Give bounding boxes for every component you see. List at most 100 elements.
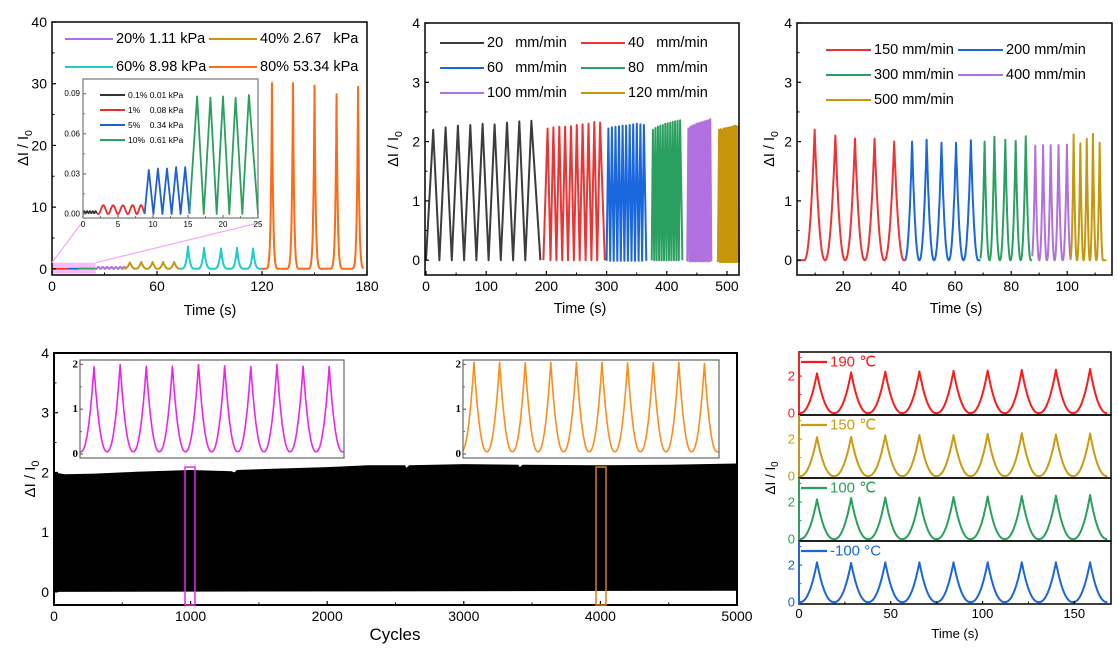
inset-background [463,360,719,458]
chart-speed-response-high: 20 40 60 80 100 0 1 2 3 4 150 mm/min 200 mm/min 300 … [762,15,1113,317]
x-tick-label: 120 [250,278,274,294]
y-axis-label: ΔI / I0 [762,131,781,167]
y-tick-label: 1 [456,403,462,415]
x-tick-label: 5000 [721,608,752,624]
series-line [798,368,1108,415]
zoom-connector-line [51,220,84,264]
series-line [542,121,606,262]
x-tick-label: 60 [947,278,963,294]
y-axis-label: ΔI / I0 [16,130,35,166]
legend-label: 40 mm/min [628,35,708,51]
y-tick-label: 1 [41,524,49,540]
series-line [686,118,713,263]
x-tick-label: 200 [535,278,559,294]
x-tick-label: 500 [715,278,739,294]
x-tick-label: 15 [184,220,193,229]
x-tick-label: 100 [972,606,994,621]
legend-label: 20% 1.11 kPa [116,31,206,47]
legend-label: 190 ℃ [830,354,876,371]
y-axis-label: ΔI / I0 [22,461,43,498]
inset-series-line [96,204,146,215]
cycling-signal-band [54,463,737,592]
series-line [798,432,1108,478]
y-tick-label: 2 [788,369,795,384]
y-tick-label: 4 [41,345,49,361]
zoom-highlight-box [184,466,196,606]
y-axis-label: ΔI / I0 [763,461,782,495]
x-tick-label: 5 [116,220,121,229]
x-tick-label: 1000 [175,608,206,624]
legend-label: 5% 0.34 kPa [128,120,184,130]
legend-label: 60 mm/min [487,60,567,76]
y-tick-label: 40 [31,14,47,30]
inset-low-pressure: 0 5 10 15 20 25 0.00 0.03 0.06 0.09 0.1% 0.01 kPa 1… [64,78,263,229]
x-tick-label: 0 [81,220,86,229]
y-tick-label: 0 [788,532,795,547]
series-line [650,119,684,262]
x-tick-label: 20 [835,278,851,294]
inset-cycles-1: 0 1 2 [456,358,720,460]
series-line [796,128,906,262]
zoom-connector-line [95,222,259,264]
y-axis-label: ΔI / I0 [386,131,405,167]
inset-series-line [79,363,345,453]
y-tick-label: 4 [784,15,792,31]
legend-label: 150 ℃ [830,417,876,434]
y-tick-label: 0 [788,406,795,421]
y-tick-label: 2 [73,358,79,370]
subpanel-2: 0 2 100 ℃ [788,477,1112,547]
x-tick-label: 80 [1003,278,1019,294]
y-tick-label: 2 [784,134,792,150]
legend-label: 150 mm/min [874,42,954,58]
legend-label: 80% 53.34 kPa [260,59,359,75]
inset-series-line [462,361,720,453]
y-tick-label: 0.06 [64,129,80,138]
inset-series-line [82,210,98,215]
series-line [123,261,180,270]
axes-frame [53,352,738,606]
subpanel-0: 0 2 190 ℃ [788,351,1112,421]
x-tick-label: 150 [1063,606,1085,621]
y-tick-label: 10 [31,199,47,215]
y-tick-label: 0.09 [64,89,80,98]
y-axis-label-main: ΔI / I [762,137,778,167]
axes-frame [51,21,368,276]
legend-label: 500 mm/min [874,92,954,108]
y-axis-label-main: ΔI / I [22,467,39,498]
y-tick-label: 30 [31,76,47,92]
series-line [1031,143,1072,262]
y-tick-label: 2 [788,558,795,573]
y-tick-label: 0 [784,252,792,268]
chart-speed-response-low: 0 100 200 300 400 500 0 1 2 3 4 20 mm/min 40 mm/min 6… [386,15,740,317]
x-tick-label: 50 [884,606,898,621]
y-tick-label: 0 [456,448,462,460]
subpanel-3: 0 50 100 150 0 2 -100 °C [788,540,1112,621]
y-tick-label: 20 [31,137,47,153]
y-tick-label: 2 [456,358,462,370]
y-tick-label: 2 [788,495,795,510]
legend-label: 0.1% 0.01 kPa [128,90,184,100]
chart-pressure-response: 0 60 120 180 0 10 20 30 40 0 5 10 15 20 25 0.00 0.03 0.06… [16,14,379,319]
y-tick-label: 0 [39,261,47,277]
y-tick-label: 0 [788,595,795,610]
y-tick-label: 4 [412,15,420,31]
x-tick-label: 10 [149,220,158,229]
axes-frame [424,22,740,276]
y-tick-label: 1 [412,193,420,209]
legend-label: 1% 0.08 kPa [128,105,184,115]
x-tick-label: 100 [1056,278,1080,294]
series-line [903,138,982,262]
y-axis-label-main: ΔI / I [386,137,402,167]
y-axis-label-main: ΔI / I [16,136,32,166]
legend-label: 10% 0.61 kPa [128,135,184,145]
x-axis-label: Time (s) [931,626,978,641]
x-tick-label: 0 [422,278,430,294]
y-axis-label-subscript: 0 [30,461,42,467]
y-tick-label: 2 [41,464,49,480]
x-tick-label: 0 [795,606,802,621]
subpanel-1: 0 2 150 ℃ [788,414,1112,484]
legend-label: 100 mm/min [487,85,567,101]
y-tick-label: 0 [41,584,49,600]
legend-label: 60% 8.98 kPa [116,59,207,75]
series-line [979,135,1034,262]
